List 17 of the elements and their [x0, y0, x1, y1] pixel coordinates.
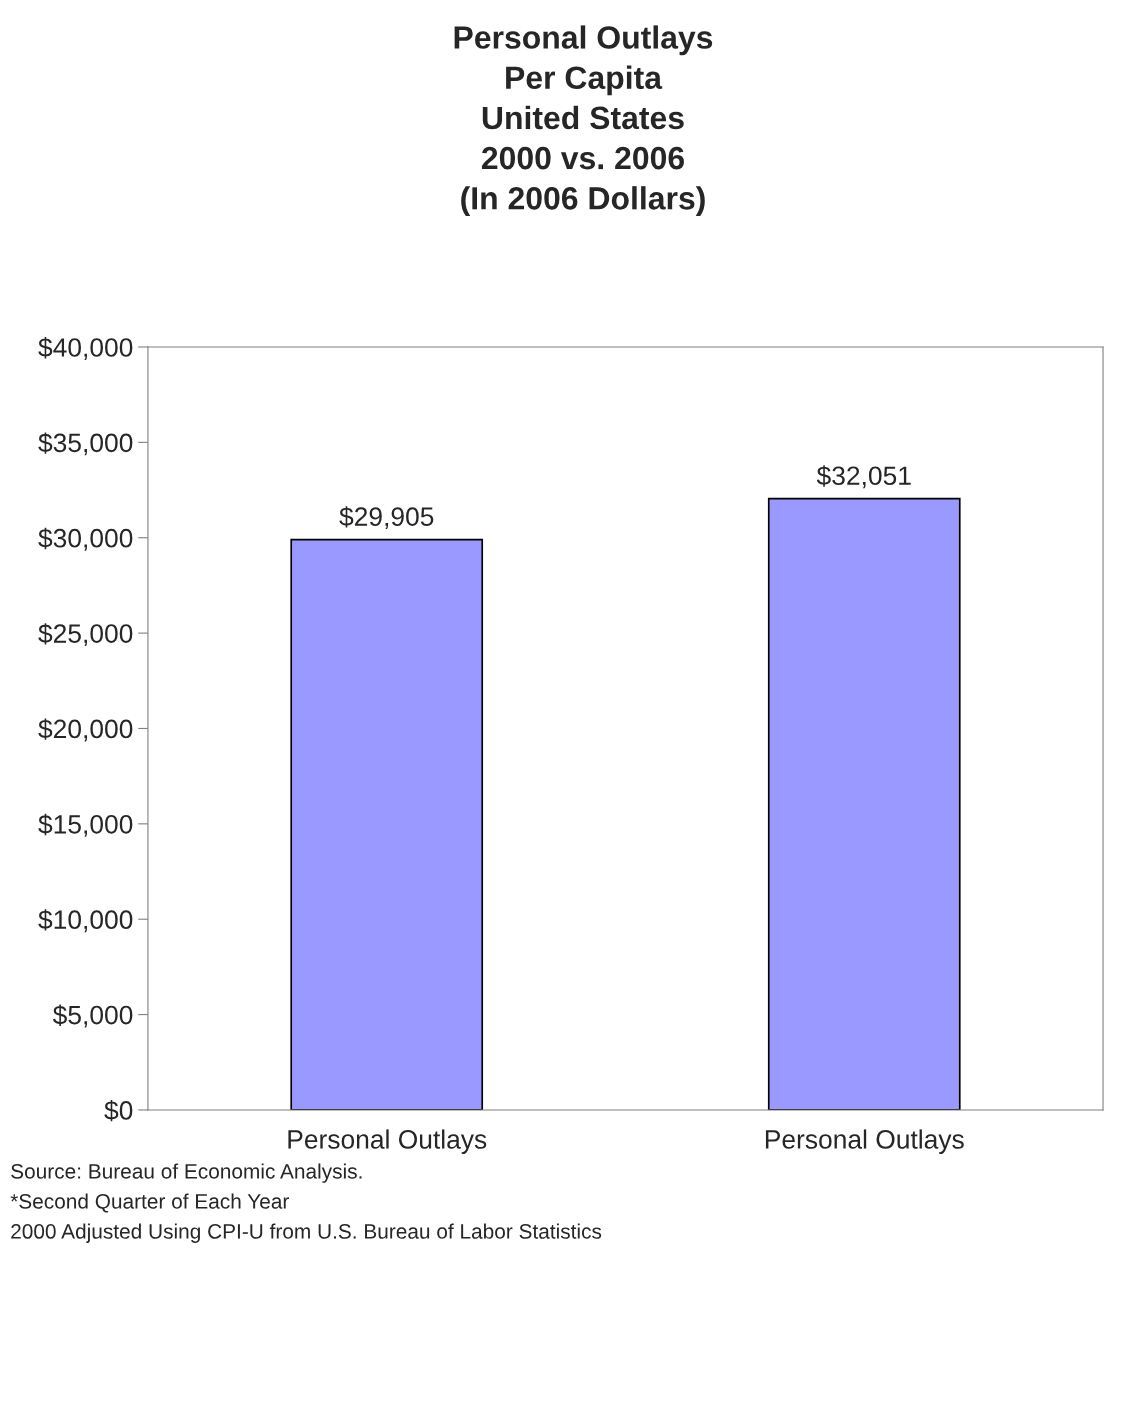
source-note: Source: Bureau of Economic Analysis. [11, 1163, 362, 1183]
y-tick-label: $30,000 [38, 527, 133, 551]
y-tick-label: $20,000 [38, 718, 133, 742]
y-tick-label: $25,000 [38, 623, 133, 647]
text: *Second Quarter of Each Year [10, 1193, 289, 1213]
x-tick-label: Personal Outlays [288, 1129, 487, 1154]
data-label: $32,051 [816, 465, 911, 489]
y-tick-label: $35,000 [38, 432, 133, 456]
y-tick-label: $40,000 [38, 337, 133, 360]
y-tick-label: $10,000 [38, 909, 133, 933]
y-tick-label: $0 [104, 1099, 133, 1122]
y-tick-label: $5,000 [52, 1004, 133, 1028]
data-label: $29,905 [339, 506, 434, 530]
x-tick-label: Personal Outlays [765, 1129, 964, 1154]
y-tick-label: $15,000 [38, 813, 133, 837]
chart-title: Personal Outlays Per Capita United States 2000 vs. 2006 (In 2006 Dollars) [454, 25, 713, 216]
text: 2000 Adjusted Using CPI-U from U.S. Bureau of Labor Statistics [11, 1223, 602, 1243]
